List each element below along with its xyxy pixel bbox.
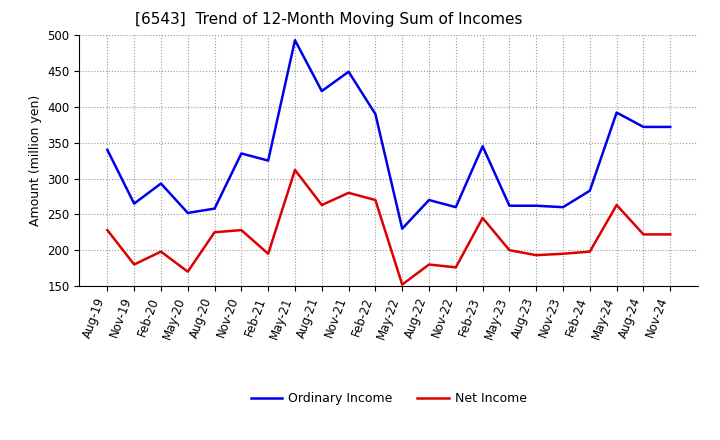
Ordinary Income [103, 147, 112, 153]
Ordinary Income [612, 110, 621, 115]
Line: Ordinary Income: Ordinary Income [107, 40, 670, 229]
Ordinary Income [585, 188, 594, 193]
Net Income [103, 227, 112, 233]
Ordinary Income [478, 143, 487, 149]
Net Income [157, 249, 166, 254]
Net Income [425, 262, 433, 267]
Ordinary Income [559, 205, 567, 210]
Ordinary Income [639, 124, 648, 129]
Net Income [371, 198, 379, 203]
Ordinary Income [264, 158, 272, 163]
Net Income [532, 253, 541, 258]
Net Income [291, 167, 300, 172]
Ordinary Income [291, 37, 300, 43]
Net Income [344, 190, 353, 195]
Net Income [505, 248, 514, 253]
Ordinary Income [344, 69, 353, 74]
Ordinary Income [184, 210, 192, 216]
Ordinary Income [666, 124, 675, 129]
Net Income [184, 269, 192, 274]
Net Income [318, 202, 326, 208]
Ordinary Income [532, 203, 541, 209]
Net Income [130, 262, 138, 267]
Ordinary Income [237, 151, 246, 156]
Ordinary Income [451, 205, 460, 210]
Net Income [210, 230, 219, 235]
Net Income [666, 232, 675, 237]
Net Income [559, 251, 567, 257]
Ordinary Income [210, 206, 219, 211]
Net Income [612, 202, 621, 208]
Net Income [585, 249, 594, 254]
Y-axis label: Amount (million yen): Amount (million yen) [29, 95, 42, 226]
Legend: Ordinary Income, Net Income: Ordinary Income, Net Income [246, 387, 532, 410]
Net Income [451, 265, 460, 270]
Ordinary Income [505, 203, 514, 209]
Net Income [478, 215, 487, 220]
Ordinary Income [157, 181, 166, 186]
Net Income [639, 232, 648, 237]
Ordinary Income [371, 111, 379, 117]
Ordinary Income [318, 88, 326, 94]
Ordinary Income [425, 198, 433, 203]
Net Income [398, 282, 407, 287]
Ordinary Income [130, 201, 138, 206]
Ordinary Income [398, 226, 407, 231]
Text: [6543]  Trend of 12-Month Moving Sum of Incomes: [6543] Trend of 12-Month Moving Sum of I… [135, 12, 523, 27]
Net Income [237, 227, 246, 233]
Net Income [264, 251, 272, 257]
Line: Net Income: Net Income [107, 170, 670, 285]
